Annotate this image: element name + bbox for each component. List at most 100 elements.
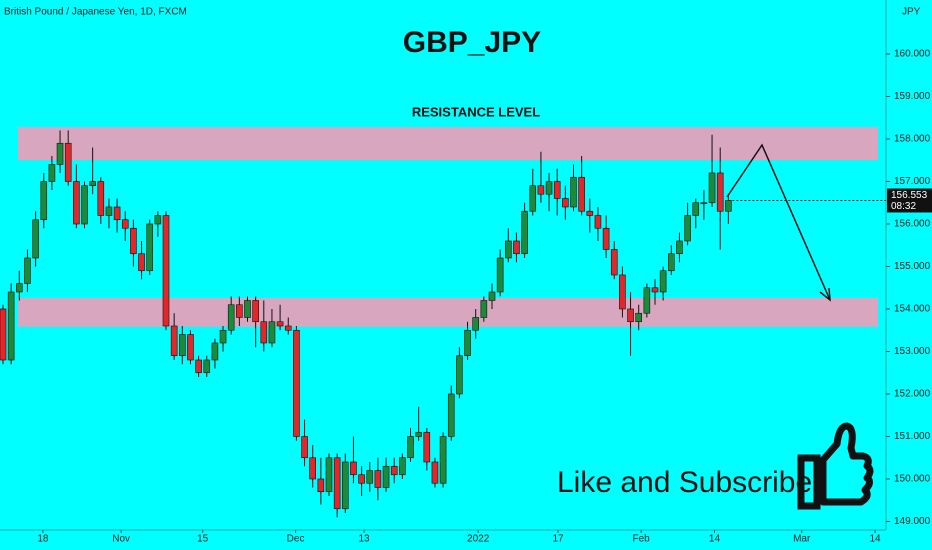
x-tick-label: 15 xyxy=(197,534,209,545)
candle-body xyxy=(594,215,602,229)
zone-label: RESISTANCE LEVEL xyxy=(412,105,540,120)
candle-body xyxy=(390,465,398,476)
candle-body xyxy=(284,325,292,331)
y-tick-label: 150.000 xyxy=(894,474,931,485)
x-tick-label: 18 xyxy=(37,534,49,545)
candle-body xyxy=(415,431,422,437)
candle-body xyxy=(333,457,341,510)
candle-body xyxy=(170,325,178,357)
chart-title: GBP_JPY xyxy=(403,26,541,59)
thumbs-up-icon xyxy=(797,422,874,510)
y-tick-label: 158.000 xyxy=(894,134,931,145)
arrow-head xyxy=(819,287,831,302)
candle-body xyxy=(667,253,675,272)
candle-body xyxy=(138,253,145,272)
candle-body xyxy=(0,308,7,361)
candle-body xyxy=(553,181,561,199)
candle-body xyxy=(725,200,732,212)
candle-body xyxy=(578,176,585,212)
candle-body xyxy=(716,172,724,212)
x-tick-label: Dec xyxy=(287,534,305,545)
candle-body xyxy=(113,206,121,221)
candle-body xyxy=(293,329,300,437)
candle-body xyxy=(382,465,390,488)
y-tick-label: 156.000 xyxy=(894,219,931,230)
x-tick-label: Mar xyxy=(793,534,811,545)
candle-body xyxy=(504,240,512,259)
candle-body xyxy=(301,436,308,459)
candle-body xyxy=(643,287,651,314)
candle-body xyxy=(146,223,153,272)
y-tick-label: 149.000 xyxy=(894,516,931,527)
candle-body xyxy=(252,300,259,323)
zone xyxy=(18,127,878,161)
candle-body xyxy=(562,198,569,208)
x-tick-label: 13 xyxy=(358,534,370,545)
candle-body xyxy=(244,300,251,318)
candle-body xyxy=(48,164,56,182)
candle-body xyxy=(431,461,439,484)
candle-body xyxy=(586,210,594,216)
candle-body xyxy=(40,181,48,221)
candle-body xyxy=(15,283,23,293)
candle-body xyxy=(162,215,170,327)
y-tick-label: 157.000 xyxy=(894,176,931,187)
candle-body xyxy=(130,227,137,255)
candle-body xyxy=(496,257,504,293)
candle-body xyxy=(464,329,471,357)
candle-body xyxy=(480,300,488,318)
candle-body xyxy=(73,181,80,225)
x-tick-label: 17 xyxy=(552,534,564,545)
candle-body xyxy=(619,274,626,310)
candle-body xyxy=(350,461,357,476)
candle-body xyxy=(32,219,39,259)
candle-body xyxy=(154,215,162,225)
candle-body xyxy=(610,249,618,276)
y-tick-label: 159.000 xyxy=(894,91,931,102)
candle-body xyxy=(692,202,700,216)
candle-body xyxy=(439,436,447,484)
candle-body xyxy=(529,185,537,212)
candle-body xyxy=(358,474,365,484)
candle-body xyxy=(627,308,634,323)
x-tick-label: Nov xyxy=(112,534,130,545)
last-price-box xyxy=(887,188,932,213)
candle-body xyxy=(521,210,528,255)
candle-body xyxy=(676,240,683,255)
candle-body xyxy=(399,457,406,476)
candle-body xyxy=(684,215,691,242)
candle-body xyxy=(488,291,496,301)
currency-label: JPY xyxy=(902,7,921,18)
zone xyxy=(18,297,878,327)
candle-body xyxy=(708,172,716,204)
y-tick-label: 151.000 xyxy=(894,431,931,442)
candle-body xyxy=(179,334,186,357)
candle-body xyxy=(7,291,15,361)
candle-body xyxy=(513,240,520,255)
candle-body xyxy=(447,393,455,437)
candle-body xyxy=(121,219,129,229)
y-tick-label: 160.000 xyxy=(894,49,931,60)
candle-body xyxy=(374,470,382,488)
candle-body xyxy=(64,142,72,182)
y-tick-label: 154.000 xyxy=(894,304,931,315)
candle-body xyxy=(81,185,88,225)
candle-body xyxy=(24,257,31,284)
candle-body xyxy=(309,457,317,480)
candle-body xyxy=(227,304,235,331)
x-tick-label: 14 xyxy=(869,534,881,545)
candle-body xyxy=(105,206,113,216)
x-tick-label: 14 xyxy=(709,534,721,545)
candle-body xyxy=(236,304,243,318)
candle-body xyxy=(651,287,659,293)
candle-body xyxy=(570,176,577,208)
candle-body xyxy=(276,321,284,327)
candle-body xyxy=(635,312,643,323)
candle-body xyxy=(545,181,553,195)
candle-body xyxy=(317,478,325,493)
candle-body xyxy=(407,436,414,459)
symbol-label: British Pound / Japanese Yen, 1D, FXCM xyxy=(4,7,187,18)
x-tick-label: Feb xyxy=(633,534,651,545)
candle-body xyxy=(456,355,463,395)
